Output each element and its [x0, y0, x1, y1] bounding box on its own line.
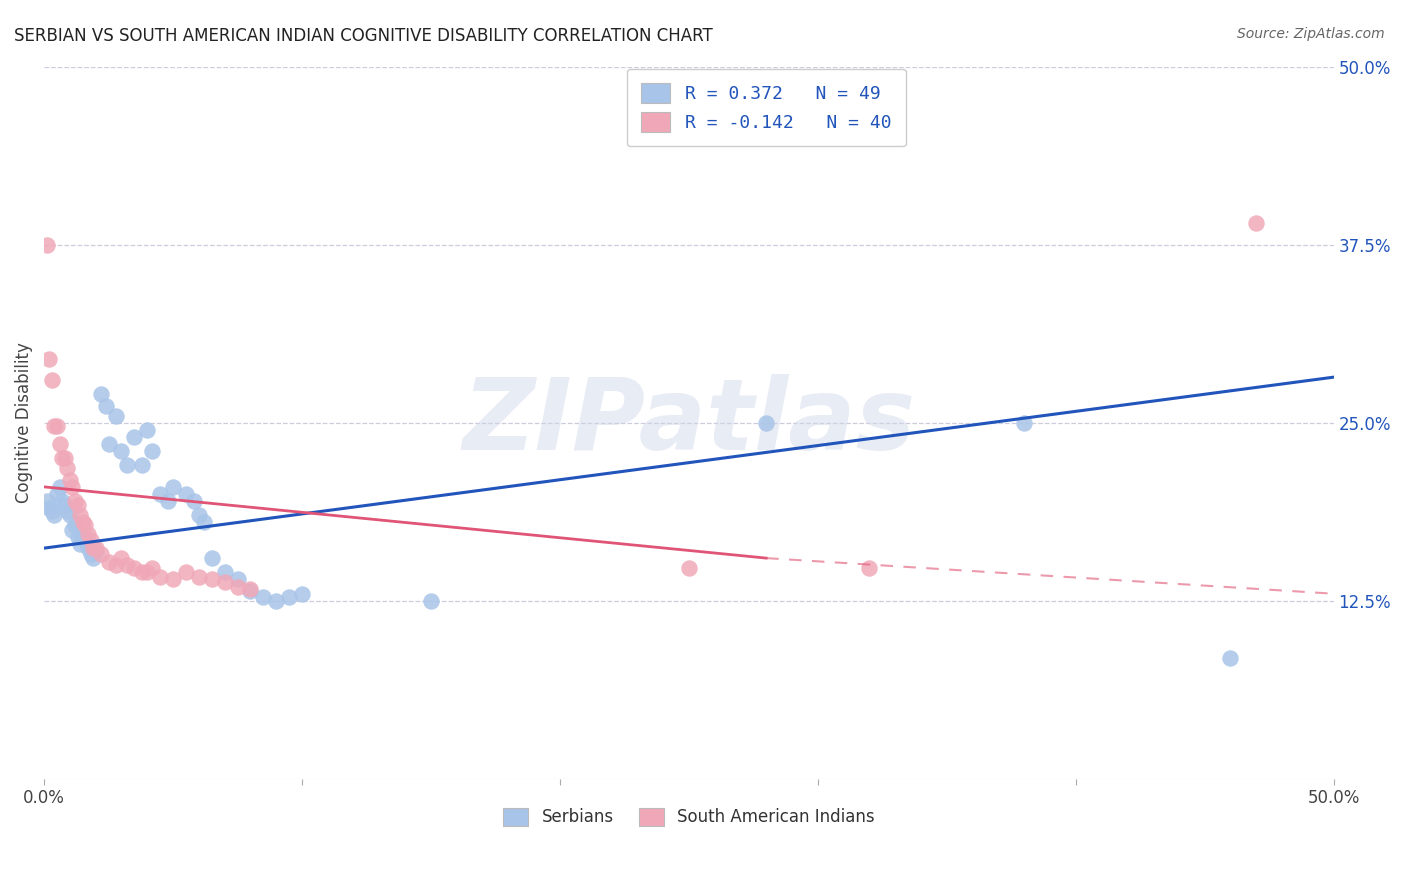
Point — [44, 418, 66, 433]
Point — [62, 523, 84, 537]
Point — [858, 561, 880, 575]
Point — [131, 566, 153, 580]
Point — [38, 501, 60, 516]
Point — [252, 590, 274, 604]
Point — [35, 237, 58, 252]
Point — [183, 494, 205, 508]
Point — [755, 416, 778, 430]
Point — [124, 430, 146, 444]
Point — [149, 569, 172, 583]
Point — [46, 418, 69, 433]
Point — [77, 527, 100, 541]
Point — [90, 547, 112, 561]
Point — [193, 516, 215, 530]
Point — [46, 487, 69, 501]
Point — [79, 533, 101, 547]
Point — [226, 580, 249, 594]
Point — [131, 458, 153, 473]
Point — [69, 537, 91, 551]
Point — [201, 573, 224, 587]
Point — [59, 508, 82, 523]
Point — [66, 530, 89, 544]
Point — [110, 551, 132, 566]
Point — [124, 561, 146, 575]
Point — [63, 518, 86, 533]
Point — [44, 508, 66, 523]
Point — [291, 587, 314, 601]
Point — [72, 516, 94, 530]
Text: ZIPatlas: ZIPatlas — [463, 375, 915, 471]
Point — [77, 541, 100, 555]
Point — [149, 487, 172, 501]
Point — [162, 480, 184, 494]
Point — [66, 499, 89, 513]
Legend: Serbians, South American Indians: Serbians, South American Indians — [495, 799, 883, 835]
Point — [419, 594, 441, 608]
Point — [141, 561, 163, 575]
Point — [97, 437, 120, 451]
Point — [239, 582, 262, 597]
Y-axis label: Cognitive Disability: Cognitive Disability — [15, 343, 32, 503]
Point — [75, 533, 97, 547]
Point — [110, 444, 132, 458]
Point — [84, 544, 107, 558]
Point — [69, 508, 91, 523]
Point — [1219, 650, 1241, 665]
Point — [82, 551, 104, 566]
Point — [1244, 216, 1267, 230]
Point — [56, 504, 79, 518]
Point — [1012, 416, 1035, 430]
Point — [97, 555, 120, 569]
Point — [174, 566, 197, 580]
Point — [82, 541, 104, 555]
Point — [214, 575, 236, 590]
Point — [141, 444, 163, 458]
Point — [35, 494, 58, 508]
Point — [678, 561, 700, 575]
Point — [38, 351, 60, 366]
Point — [51, 494, 73, 508]
Point — [226, 573, 249, 587]
Point — [41, 373, 63, 387]
Point — [201, 551, 224, 566]
Point — [136, 423, 159, 437]
Point — [41, 504, 63, 518]
Point — [187, 569, 209, 583]
Point — [105, 558, 128, 573]
Point — [115, 558, 138, 573]
Point — [48, 437, 70, 451]
Point — [79, 547, 101, 561]
Point — [62, 480, 84, 494]
Point — [56, 461, 79, 475]
Point — [278, 590, 301, 604]
Point — [94, 399, 117, 413]
Point — [63, 494, 86, 508]
Point — [187, 508, 209, 523]
Point — [53, 499, 76, 513]
Point — [162, 573, 184, 587]
Point — [75, 518, 97, 533]
Point — [59, 473, 82, 487]
Point — [136, 566, 159, 580]
Point — [90, 387, 112, 401]
Point — [264, 594, 287, 608]
Point — [156, 494, 179, 508]
Point — [105, 409, 128, 423]
Point — [84, 541, 107, 555]
Text: SERBIAN VS SOUTH AMERICAN INDIAN COGNITIVE DISABILITY CORRELATION CHART: SERBIAN VS SOUTH AMERICAN INDIAN COGNITI… — [14, 27, 713, 45]
Point — [72, 530, 94, 544]
Text: Source: ZipAtlas.com: Source: ZipAtlas.com — [1237, 27, 1385, 41]
Point — [174, 487, 197, 501]
Point — [51, 451, 73, 466]
Point — [53, 451, 76, 466]
Point — [115, 458, 138, 473]
Point — [239, 583, 262, 598]
Point — [48, 480, 70, 494]
Point — [214, 566, 236, 580]
